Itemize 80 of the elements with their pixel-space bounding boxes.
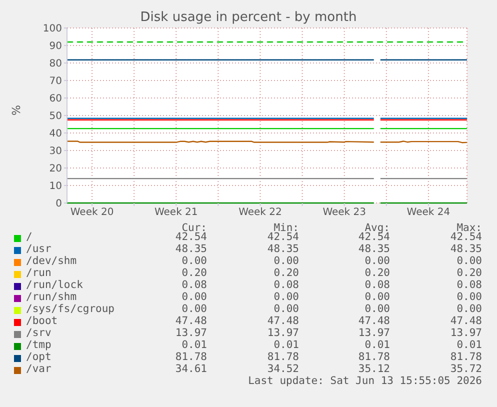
legend-label: /boot xyxy=(26,315,58,327)
text: 0.00 xyxy=(364,303,390,315)
text: 34.61 xyxy=(175,363,207,375)
y-axis-title: % xyxy=(10,105,23,116)
text: 47.48 xyxy=(358,315,390,327)
text: 0.00 xyxy=(274,303,299,315)
legend-label: /srv xyxy=(26,327,52,339)
y-tick-label: 10 xyxy=(49,181,62,192)
text: 0.20 xyxy=(182,267,207,279)
text: 47.48 xyxy=(450,315,482,327)
y-tick-label: 20 xyxy=(49,164,62,175)
text: 42.54 xyxy=(175,231,207,243)
text: 0.00 xyxy=(182,303,207,315)
y-tick-label: 60 xyxy=(49,94,62,105)
legend-label: / xyxy=(26,231,32,243)
legend-label: /var xyxy=(26,363,52,375)
x-tick-label: Week 22 xyxy=(238,207,282,218)
text: 0.00 xyxy=(364,291,390,303)
text: 0.01 xyxy=(182,339,207,351)
text: 48.35 xyxy=(175,243,207,255)
text: 0.01 xyxy=(364,339,390,351)
y-tick-label: 50 xyxy=(49,111,62,122)
text: 42.54 xyxy=(450,231,482,243)
x-tick-label: Week 20 xyxy=(70,207,114,218)
y-tick-label: 30 xyxy=(49,146,62,158)
y-tick-label: 40 xyxy=(49,128,62,140)
text: 0.20 xyxy=(456,267,482,279)
text: 35.72 xyxy=(450,363,482,375)
x-tick-label: Week 24 xyxy=(406,207,450,218)
y-tick-label: 70 xyxy=(49,76,62,88)
text: 13.97 xyxy=(358,327,390,339)
legend-label: /sys/fs/cgroup xyxy=(26,303,115,315)
text: 13.97 xyxy=(175,327,207,339)
legend-label: /run/shm xyxy=(26,291,77,303)
text: 47.48 xyxy=(267,315,299,327)
y-tick-label: 0 xyxy=(56,198,62,210)
text: 0.08 xyxy=(456,279,482,291)
text: 0.20 xyxy=(274,267,299,279)
text: 0.08 xyxy=(274,279,299,291)
text: 0.08 xyxy=(364,279,390,291)
text: 81.78 xyxy=(267,351,299,363)
text: 81.78 xyxy=(450,351,482,363)
text: 35.12 xyxy=(358,363,390,375)
text: 34.52 xyxy=(267,363,299,375)
text: 48.35 xyxy=(267,243,299,255)
chart-title: Disk usage in percent - by month xyxy=(139,10,358,25)
text: 0.00 xyxy=(274,255,299,267)
legend-label: /run/lock xyxy=(26,279,83,291)
legend-label: /usr xyxy=(26,243,52,255)
text: 47.48 xyxy=(175,315,207,327)
text: 0.00 xyxy=(182,291,207,303)
text: Last update: Sat Jun 13 15:55:05 2026 xyxy=(248,375,482,387)
text: Avg: xyxy=(364,222,390,234)
legend-label: /tmp xyxy=(26,339,52,351)
text: 0.00 xyxy=(456,291,482,303)
x-tick-label: Week 21 xyxy=(154,207,198,218)
legend-label: /opt xyxy=(26,351,52,363)
text: 0.00 xyxy=(456,255,482,267)
text: 48.35 xyxy=(450,243,482,255)
text: 0.01 xyxy=(274,339,299,351)
text: 81.78 xyxy=(175,351,207,363)
legend-label: /run xyxy=(26,267,52,279)
y-tick-label: 90 xyxy=(49,41,62,52)
text: 0.00 xyxy=(364,255,390,267)
y-tick-label: 100 xyxy=(42,24,62,35)
text: 13.97 xyxy=(450,327,482,339)
text: 0.00 xyxy=(274,291,299,303)
legend-label: /dev/shm xyxy=(26,255,77,267)
text: 0.01 xyxy=(456,339,482,351)
text: 0.00 xyxy=(182,255,207,267)
text: 13.97 xyxy=(267,327,299,339)
text: 0.00 xyxy=(456,303,482,315)
text: 0.08 xyxy=(182,279,207,291)
text: 42.54 xyxy=(267,231,299,243)
text: 81.78 xyxy=(358,351,390,363)
y-tick-label: 80 xyxy=(49,58,62,70)
x-tick-label: Week 23 xyxy=(322,207,366,218)
text: 0.20 xyxy=(364,267,390,279)
text: 48.35 xyxy=(358,243,390,255)
text: 42.54 xyxy=(358,231,390,243)
